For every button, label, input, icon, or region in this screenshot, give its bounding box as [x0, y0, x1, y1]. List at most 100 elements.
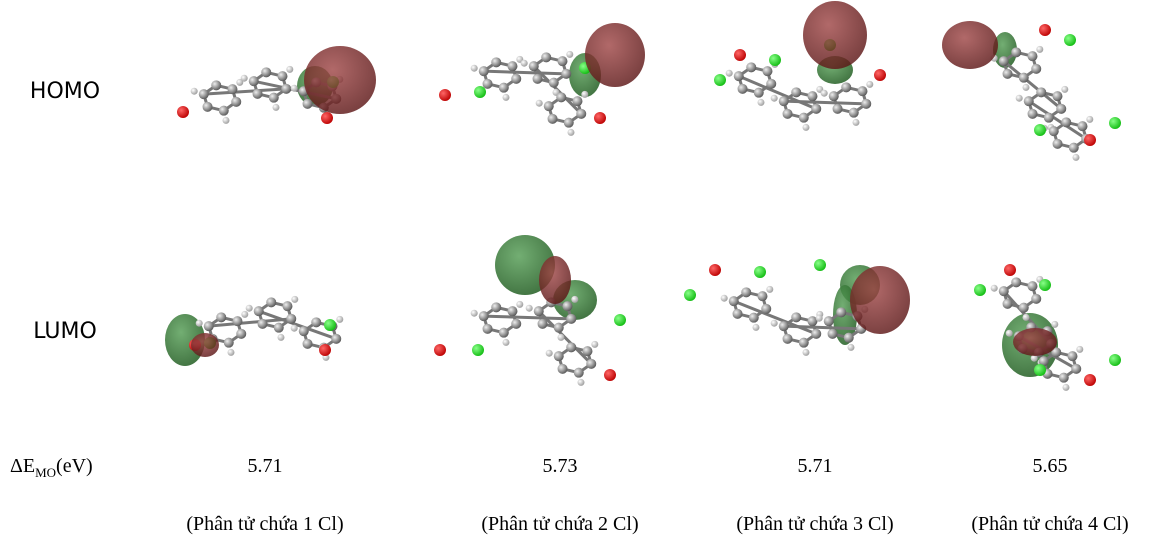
caption: (Phân tử chứa 4 Cl)	[971, 513, 1128, 535]
atom-c	[253, 89, 263, 99]
atom-h	[502, 339, 509, 346]
atom-h	[752, 324, 759, 331]
atom-c	[1052, 91, 1062, 101]
atom-c	[799, 338, 809, 348]
atom-c	[511, 319, 521, 329]
atom-c	[1056, 104, 1066, 114]
atom-c	[274, 323, 284, 333]
atom-c	[1044, 113, 1054, 123]
atom-c	[1077, 121, 1087, 131]
atom-c	[511, 74, 521, 84]
atom-c	[258, 319, 268, 329]
atom-c	[277, 71, 287, 81]
atom-h	[1051, 321, 1058, 328]
bond	[739, 76, 816, 109]
gap-value: 5.71	[248, 455, 283, 477]
atom-h	[1016, 95, 1023, 102]
molecule	[165, 296, 343, 366]
atom-c	[811, 104, 821, 114]
atom-c	[1003, 69, 1013, 79]
atom-c	[857, 86, 867, 96]
atom-c	[828, 329, 838, 339]
molecules	[165, 1, 1121, 391]
atom-h	[196, 320, 203, 327]
atom-cl	[754, 266, 766, 278]
atom-c	[1053, 139, 1063, 149]
atom-c	[236, 329, 246, 339]
atom-h	[536, 100, 543, 107]
atom-o	[177, 106, 189, 118]
atom-c	[566, 342, 576, 352]
atom-c	[761, 304, 771, 314]
orbital-lobe	[803, 1, 867, 69]
atom-h	[1061, 86, 1068, 93]
atom-c	[1011, 47, 1021, 57]
atom-h	[771, 320, 778, 327]
atom-cl	[714, 74, 726, 86]
atom-h	[546, 350, 553, 357]
atom-c	[1028, 109, 1038, 119]
atom-h	[816, 315, 823, 322]
atom-h	[567, 129, 574, 136]
atom-c	[507, 61, 517, 71]
atom-h	[991, 285, 998, 292]
atom-c	[582, 346, 592, 356]
atom-c	[204, 321, 214, 331]
atom-c	[1003, 299, 1013, 309]
atom-c	[999, 286, 1009, 296]
atom-h	[471, 65, 478, 72]
atom-c	[1019, 303, 1029, 313]
atom-cl	[769, 54, 781, 66]
caption: (Phân tử chứa 3 Cl)	[736, 513, 893, 535]
atom-h	[1022, 314, 1029, 321]
atom-h	[222, 117, 229, 124]
atom-c	[779, 321, 789, 331]
atom-cl	[1109, 117, 1121, 129]
atom-h	[1062, 384, 1069, 391]
atom-c	[303, 339, 313, 349]
atom-h	[766, 286, 773, 293]
atom-h	[571, 296, 578, 303]
atom-h	[1036, 46, 1043, 53]
symbol: ΔE	[10, 455, 35, 477]
atom-cl	[1064, 34, 1076, 46]
atom-cl	[974, 284, 986, 296]
atom-c	[483, 324, 493, 334]
atom-c	[562, 301, 572, 311]
atom-c	[754, 88, 764, 98]
atom-c	[824, 316, 834, 326]
atom-c	[254, 306, 264, 316]
atom-c	[232, 316, 242, 326]
atom-o	[439, 89, 451, 101]
atom-cl	[614, 314, 626, 326]
atom-c	[766, 79, 776, 89]
atom-cl	[814, 259, 826, 271]
atom-c	[1067, 351, 1077, 361]
atom-h	[241, 311, 248, 318]
atom-c	[261, 67, 271, 77]
atom-h	[1006, 330, 1013, 337]
atom-c	[311, 317, 321, 327]
atom-c	[572, 96, 582, 106]
atom-h	[771, 95, 778, 102]
molecule	[714, 1, 886, 131]
atom-c	[499, 328, 509, 338]
atom-c	[203, 102, 213, 112]
bond	[484, 71, 566, 74]
atom-c	[479, 66, 489, 76]
atom-c	[779, 96, 789, 106]
atom-c	[1069, 143, 1079, 153]
bond	[734, 301, 816, 334]
atom-c	[549, 78, 559, 88]
orbital-lobe	[585, 23, 645, 87]
atom-o	[321, 112, 333, 124]
molecule	[434, 235, 626, 386]
atom-h	[291, 325, 298, 332]
atom-c	[586, 359, 596, 369]
row-label: LUMO	[33, 319, 97, 344]
atom-h	[591, 341, 598, 348]
atom-o	[594, 112, 606, 124]
atom-c	[762, 66, 772, 76]
atom-c	[757, 291, 767, 301]
atom-c	[534, 306, 544, 316]
